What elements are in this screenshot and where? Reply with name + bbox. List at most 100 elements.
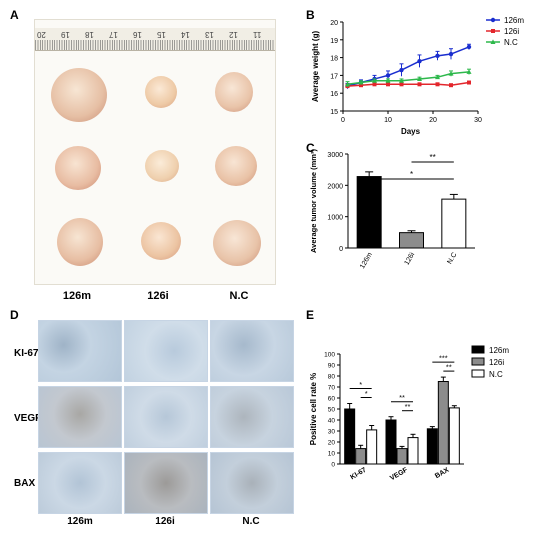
- panel-label-d: D: [10, 308, 19, 322]
- legend-label: 126m: [504, 16, 524, 25]
- x-tick-label: N.C: [446, 252, 458, 266]
- y-tick-label: 2000: [327, 183, 343, 190]
- ruler-number: 15: [157, 30, 166, 39]
- significance-label: *: [410, 170, 413, 179]
- y-tick-label: 100: [324, 352, 335, 359]
- bar-126m: [356, 176, 382, 249]
- y-tick-label: 20: [330, 20, 338, 27]
- tumor-nc-1: [215, 72, 253, 112]
- significance-label: *: [359, 380, 362, 389]
- data-point: [435, 53, 440, 59]
- y-tick-label: 10: [328, 451, 336, 458]
- bar-126m-BAX: [426, 428, 438, 465]
- data-point: [399, 78, 404, 83]
- tumor-126i-1: [145, 76, 177, 108]
- data-point: [417, 82, 422, 87]
- bar-126i: [399, 232, 424, 249]
- y-tick-label: 1000: [327, 215, 343, 222]
- bar-126i-BAX: [437, 381, 449, 465]
- ruler-number: 11: [253, 30, 262, 39]
- panel-label-a: A: [10, 8, 19, 22]
- significance-label: **: [405, 402, 411, 411]
- data-point: [358, 79, 364, 85]
- data-point: [417, 58, 422, 64]
- bar-126m-VEGF: [385, 419, 397, 465]
- y-axis-label: Average tumor volume (mm³): [309, 149, 318, 253]
- ruler-number: 19: [61, 30, 70, 39]
- data-point: [399, 82, 404, 87]
- y-tick-label: 70: [328, 385, 336, 392]
- photo-group-label: N.C: [229, 290, 249, 302]
- tumor-126m-1: [51, 68, 107, 122]
- x-tick-label: BAX: [434, 467, 451, 481]
- ihc-ki67-126m: [38, 320, 122, 382]
- tumor-126i-3: [141, 222, 181, 260]
- ruler-number: 14: [181, 30, 190, 39]
- panel-label-b: B: [306, 8, 315, 22]
- ihc-vegf-nc: [210, 386, 294, 448]
- ihc-bax-126m: [38, 452, 122, 514]
- ruler-number: 20: [37, 30, 46, 39]
- data-point: [449, 83, 453, 88]
- tumor-126m-2: [55, 146, 101, 190]
- bar-126i-VEGF: [396, 448, 408, 465]
- significance-label: **: [399, 393, 405, 402]
- x-tick-label: 20: [429, 117, 437, 124]
- y-tick-label: 40: [328, 418, 336, 425]
- y-axis-label: Average weight (g): [311, 31, 320, 103]
- data-point: [386, 82, 390, 87]
- chart-volume: 0 1000 2000 3000 Average tumor volume (mm³) 1…: [309, 149, 475, 270]
- y-tick-label: 50: [328, 407, 336, 414]
- ruler: 20 19 18 17 16 15 14 13 12 11: [35, 28, 275, 51]
- tumor-nc-2: [215, 146, 257, 186]
- x-tick-label: 30: [474, 117, 482, 124]
- data-point: [385, 73, 391, 78]
- data-point: [467, 80, 471, 85]
- x-tick-label: KI-67: [349, 467, 367, 482]
- bar-126i-KI-67: [355, 448, 367, 465]
- legend-label: 126m: [489, 346, 509, 355]
- y-tick-label: 18: [330, 56, 338, 63]
- ihc-ki67-126i: [124, 320, 208, 382]
- legend-label: 126i: [489, 358, 504, 367]
- x-tick-label: 0: [341, 117, 345, 124]
- y-tick-label: 15: [330, 109, 338, 116]
- legend-label: N.C: [489, 370, 503, 379]
- legend-marker: [490, 17, 496, 23]
- x-tick-label: VEGF: [389, 466, 410, 482]
- ruler-number: 12: [229, 30, 238, 39]
- ihc-vegf-126i: [124, 386, 208, 448]
- legend-label: N.C: [504, 38, 518, 47]
- data-point: [448, 71, 454, 76]
- significance-label: *: [365, 389, 368, 398]
- y-axis-label: Positive cell rate %: [309, 373, 318, 445]
- y-tick-label: 80: [328, 374, 336, 381]
- significance-label: **: [446, 363, 452, 372]
- y-tick-label: 30: [328, 429, 336, 436]
- data-point: [345, 81, 350, 87]
- data-point: [359, 83, 363, 88]
- ihc-column-label: 126i: [155, 516, 175, 527]
- legend-marker: [491, 29, 495, 33]
- ruler-ticks: [35, 40, 275, 50]
- data-point: [385, 78, 391, 83]
- ruler-number: 17: [109, 30, 118, 39]
- legend-swatch: [471, 357, 485, 366]
- y-tick-label: 20: [328, 440, 336, 447]
- ruler-number: 18: [85, 30, 94, 39]
- x-tick-label: 126i: [404, 251, 417, 266]
- y-tick-label: 17: [330, 73, 338, 80]
- y-tick-label: 0: [339, 246, 343, 253]
- ihc-column-label: 126m: [67, 516, 93, 527]
- ihc-row-label: VEGF: [14, 413, 42, 424]
- ihc-column-label: N.C: [242, 516, 260, 527]
- bar-N.C-VEGF: [407, 437, 419, 465]
- photo-group-label: 126i: [147, 290, 169, 302]
- chart-positive-rate: 0 10 20 30 40 50 60 70 80 90 100 Positive cell rate…: [309, 345, 509, 482]
- tumor-nc-3: [213, 220, 261, 266]
- data-point: [435, 74, 440, 80]
- x-tick-label: 10: [384, 117, 392, 124]
- bar-N.C-BAX: [448, 407, 460, 465]
- data-point: [448, 51, 454, 57]
- data-point: [372, 78, 377, 83]
